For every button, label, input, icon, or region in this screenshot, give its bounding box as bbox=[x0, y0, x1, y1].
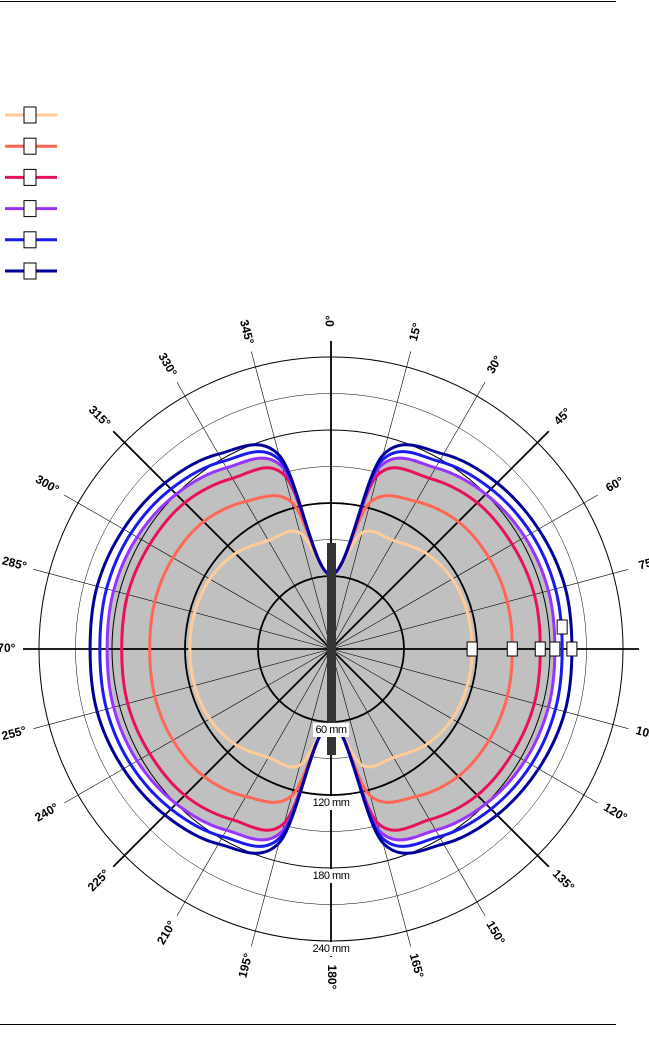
angle-label: 255° bbox=[0, 723, 28, 743]
series-marker bbox=[506, 641, 518, 657]
r-label: 180 mm bbox=[313, 870, 350, 882]
spoke bbox=[112, 648, 332, 868]
r-label: 60 mm bbox=[315, 724, 346, 736]
angle-label: 75° bbox=[637, 554, 649, 572]
r-label: 120 mm bbox=[313, 797, 350, 809]
legend-box bbox=[23, 231, 37, 249]
legend-box bbox=[23, 137, 37, 155]
spoke bbox=[330, 382, 486, 650]
angle-label: 225° bbox=[85, 866, 113, 894]
legend-box bbox=[23, 168, 37, 186]
spoke bbox=[112, 430, 332, 650]
angle-label: 315° bbox=[86, 403, 114, 431]
center-bar bbox=[327, 543, 336, 755]
angle-label: 150° bbox=[483, 918, 508, 947]
angle-label: 165° bbox=[407, 952, 427, 980]
r-label: 240 mm bbox=[313, 943, 350, 955]
spoke bbox=[330, 648, 486, 916]
spoke bbox=[64, 494, 332, 650]
spoke bbox=[33, 648, 332, 730]
angle-label: 330° bbox=[155, 350, 180, 379]
legend-box bbox=[23, 200, 37, 218]
angle-label: 180° bbox=[325, 965, 339, 990]
r-label-bg bbox=[313, 869, 349, 883]
spoke bbox=[64, 648, 332, 804]
spoke bbox=[176, 382, 332, 650]
angle-label: 120° bbox=[601, 800, 630, 825]
angle-label: 345° bbox=[237, 318, 257, 346]
spoke bbox=[33, 568, 332, 650]
angle-label: 240° bbox=[32, 800, 61, 825]
legend bbox=[5, 106, 57, 280]
legend-box bbox=[23, 106, 37, 124]
legend-box bbox=[23, 262, 37, 280]
series-marker bbox=[466, 641, 478, 657]
spoke bbox=[330, 648, 598, 804]
spoke bbox=[330, 648, 629, 730]
r-label-bg bbox=[313, 796, 349, 810]
angle-label: 0° bbox=[323, 315, 337, 327]
angle-label: 210° bbox=[154, 918, 179, 947]
spoke bbox=[330, 430, 550, 650]
angle-label: 30° bbox=[484, 353, 505, 376]
angle-label: 45° bbox=[551, 405, 574, 428]
angle-label: 300° bbox=[33, 472, 62, 497]
angle-label: 15° bbox=[406, 321, 424, 342]
series-marker bbox=[556, 619, 568, 635]
series-marker bbox=[549, 641, 561, 657]
angle-label: 105° bbox=[634, 723, 649, 743]
angle-label: 270° bbox=[0, 641, 16, 655]
r-label-bg bbox=[313, 723, 349, 737]
series-marker bbox=[534, 641, 546, 657]
r-label-bg bbox=[313, 942, 349, 956]
angle-label: 195° bbox=[235, 952, 255, 980]
series-marker bbox=[566, 641, 578, 657]
spoke bbox=[330, 494, 598, 650]
spoke bbox=[330, 648, 550, 868]
spoke bbox=[176, 648, 332, 916]
angle-label: 60° bbox=[603, 474, 626, 495]
angle-label: 135° bbox=[550, 867, 578, 895]
spoke bbox=[330, 568, 629, 650]
angle-label: 285° bbox=[1, 553, 29, 573]
